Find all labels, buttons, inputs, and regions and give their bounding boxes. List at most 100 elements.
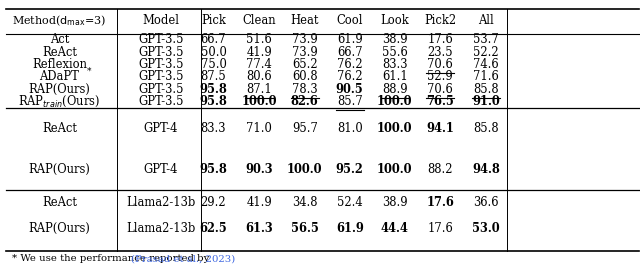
Text: Look: Look (380, 14, 409, 27)
Text: GPT-3.5: GPT-3.5 (138, 46, 184, 59)
Text: 73.9: 73.9 (292, 46, 317, 59)
Text: 87.1: 87.1 (246, 83, 272, 96)
Text: 87.5: 87.5 (200, 70, 227, 84)
Text: 80.6: 80.6 (246, 70, 272, 84)
Text: RAP$_{\mathit{train}}$(Ours): RAP$_{\mathit{train}}$(Ours) (19, 94, 100, 109)
Text: 100.0: 100.0 (377, 122, 412, 135)
Text: 38.9: 38.9 (382, 34, 408, 47)
Text: 85.8: 85.8 (473, 122, 499, 135)
Text: 100.0: 100.0 (377, 163, 412, 176)
Text: *: * (86, 67, 91, 76)
Text: 100.0: 100.0 (377, 95, 412, 108)
Text: 85.7: 85.7 (337, 95, 363, 108)
Text: 70.6: 70.6 (428, 83, 453, 96)
Text: GPT-3.5: GPT-3.5 (138, 58, 184, 71)
Text: 100.0: 100.0 (241, 95, 277, 108)
Text: 61.9: 61.9 (336, 222, 364, 235)
Text: 90.3: 90.3 (245, 163, 273, 176)
Text: 53.7: 53.7 (473, 34, 499, 47)
Text: 88.9: 88.9 (382, 83, 408, 96)
Text: 82.6: 82.6 (291, 95, 319, 108)
Text: GPT-3.5: GPT-3.5 (138, 95, 184, 108)
Text: Model: Model (142, 14, 179, 27)
Text: 36.6: 36.6 (473, 196, 499, 209)
Text: 17.6: 17.6 (428, 222, 453, 235)
Text: 71.0: 71.0 (246, 122, 272, 135)
Text: Method($\mathrm{d_{max}}$=3): Method($\mathrm{d_{max}}$=3) (12, 13, 106, 28)
Text: 61.3: 61.3 (245, 222, 273, 235)
Text: 77.4: 77.4 (246, 58, 272, 71)
Text: Act: Act (50, 34, 69, 47)
Text: GPT-3.5: GPT-3.5 (138, 70, 184, 84)
Text: 71.6: 71.6 (473, 70, 499, 84)
Text: ReAct: ReAct (42, 196, 77, 209)
Text: 62.5: 62.5 (200, 222, 227, 235)
Text: 95.8: 95.8 (200, 163, 227, 176)
Text: 17.6: 17.6 (426, 196, 454, 209)
Text: 70.6: 70.6 (428, 58, 453, 71)
Text: 65.2: 65.2 (292, 58, 317, 71)
Text: GPT-3.5: GPT-3.5 (138, 83, 184, 96)
Text: GPT-3.5: GPT-3.5 (138, 34, 184, 47)
Text: ReAct: ReAct (42, 122, 77, 135)
Text: 95.2: 95.2 (336, 163, 364, 176)
Text: 66.7: 66.7 (201, 34, 227, 47)
Text: (Prasad et al., 2023): (Prasad et al., 2023) (131, 254, 236, 263)
Text: Pick2: Pick2 (424, 14, 456, 27)
Text: GPT-4: GPT-4 (143, 163, 178, 176)
Text: 53.0: 53.0 (472, 222, 500, 235)
Text: 38.9: 38.9 (382, 196, 408, 209)
Text: 55.6: 55.6 (382, 46, 408, 59)
Text: 60.8: 60.8 (292, 70, 317, 84)
Text: 29.2: 29.2 (201, 196, 227, 209)
Text: Clean: Clean (243, 14, 276, 27)
Text: 41.9: 41.9 (246, 46, 272, 59)
Text: Llama2-13b: Llama2-13b (126, 196, 195, 209)
Text: 83.3: 83.3 (382, 58, 408, 71)
Text: Cool: Cool (337, 14, 363, 27)
Text: 52.2: 52.2 (473, 46, 499, 59)
Text: 85.8: 85.8 (473, 83, 499, 96)
Text: RAP(Ours): RAP(Ours) (29, 163, 90, 176)
Text: 52.4: 52.4 (337, 196, 362, 209)
Text: 66.7: 66.7 (337, 46, 362, 59)
Text: 56.5: 56.5 (291, 222, 319, 235)
Text: GPT-4: GPT-4 (143, 122, 178, 135)
Text: 52.9: 52.9 (428, 70, 453, 84)
Text: 23.5: 23.5 (428, 46, 453, 59)
Text: 41.9: 41.9 (246, 196, 272, 209)
Text: 44.4: 44.4 (381, 222, 408, 235)
Text: 88.2: 88.2 (428, 163, 453, 176)
Text: 76.5: 76.5 (426, 95, 454, 108)
Text: 73.9: 73.9 (292, 34, 317, 47)
Text: Reflexion: Reflexion (32, 58, 87, 71)
Text: 91.0: 91.0 (472, 95, 500, 108)
Text: 95.8: 95.8 (200, 83, 227, 96)
Text: 94.1: 94.1 (426, 122, 454, 135)
Text: 94.8: 94.8 (472, 163, 500, 176)
Text: 76.2: 76.2 (337, 70, 362, 84)
Text: Heat: Heat (291, 14, 319, 27)
Text: 50.0: 50.0 (200, 46, 227, 59)
Text: 75.0: 75.0 (200, 58, 227, 71)
Text: 17.6: 17.6 (428, 34, 453, 47)
Text: 61.9: 61.9 (337, 34, 363, 47)
Text: 90.5: 90.5 (336, 83, 364, 96)
Text: 61.1: 61.1 (382, 70, 408, 84)
Text: 100.0: 100.0 (287, 163, 323, 176)
Text: 34.8: 34.8 (292, 196, 317, 209)
Text: 95.7: 95.7 (292, 122, 317, 135)
Text: ReAct: ReAct (42, 46, 77, 59)
Text: 81.0: 81.0 (337, 122, 363, 135)
Text: 95.8: 95.8 (200, 95, 227, 108)
Text: ADaPT: ADaPT (40, 70, 79, 84)
Text: 76.2: 76.2 (337, 58, 362, 71)
Text: Pick: Pick (201, 14, 226, 27)
Text: * We use the performance reported by: * We use the performance reported by (12, 254, 212, 263)
Text: RAP(Ours): RAP(Ours) (29, 83, 90, 96)
Text: All: All (478, 14, 494, 27)
Text: 83.3: 83.3 (201, 122, 226, 135)
Text: Llama2-13b: Llama2-13b (126, 222, 195, 235)
Text: 74.6: 74.6 (473, 58, 499, 71)
Text: 78.3: 78.3 (292, 83, 317, 96)
